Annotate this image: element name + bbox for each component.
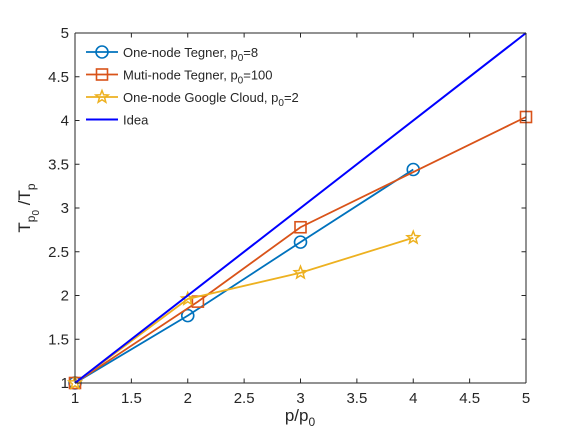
legend-item: One-node Tegner, p0=8 (86, 45, 258, 64)
data-point (294, 220, 307, 234)
legend-label-text: One-node Google Cloud, p (123, 90, 278, 105)
x-tick-label: 2.5 (234, 390, 255, 407)
data-point (405, 229, 422, 245)
y-tick-label: 4 (61, 113, 69, 130)
legend-label-sub: 0 (238, 76, 244, 87)
legend-box (79, 39, 286, 134)
x-tick-label: 5 (522, 390, 530, 407)
y-tick-label: 3.5 (48, 156, 69, 173)
x-tick-label: 4.5 (459, 390, 480, 407)
legend-item: Idea (86, 113, 149, 128)
legend-swatch-marker (93, 88, 111, 104)
data-point (179, 290, 196, 306)
y-tick-label: 5 (61, 25, 69, 42)
legend-label-text: Idea (123, 113, 149, 128)
series-line (74, 168, 414, 384)
x-tick-label: 2 (184, 390, 192, 407)
legend-label-sub: 0 (238, 53, 244, 64)
series-line (74, 236, 414, 384)
y-tick-label: 1 (61, 375, 69, 392)
legend-item: One-node Google Cloud, p0=2 (86, 88, 299, 109)
x-tick-label: 1 (71, 390, 79, 407)
data-point (180, 308, 195, 323)
legend-label-sub: 0 (278, 98, 284, 109)
y-tick-label: 4.5 (48, 69, 69, 86)
legend-label: One-node Tegner, p0=8 (123, 45, 258, 64)
y-axis-label-part: p (24, 215, 38, 222)
y-axis-label-part: /T (15, 190, 34, 210)
legend-label: Idea (123, 113, 149, 128)
x-axis-label-base: p/p (285, 406, 309, 425)
y-axis-label-part: 0 (31, 210, 42, 216)
legend-label-text: One-node Tegner, p (123, 45, 238, 60)
y-axis-label-part: T (15, 222, 34, 232)
data-point (66, 374, 84, 390)
legend-label-text: =8 (243, 45, 258, 60)
x-tick-label: 4 (409, 390, 417, 407)
series-line (74, 116, 527, 384)
data-point (292, 264, 309, 280)
legend-label-text: =2 (284, 90, 299, 105)
legend-label: Muti-node Tegner, p0=100 (123, 68, 273, 87)
axes-layer: 1 1.5 2 2.5 3 3.5 4 4.5 5 1 1.5 2 2.5 3 3.5 4 4.5 5 (48, 25, 530, 407)
y-axis-label: Tp0 /Tp (15, 183, 42, 232)
legend-label-text: Muti-node Tegner, p (123, 68, 238, 83)
legend-label-text: =100 (243, 68, 272, 83)
y-tick-label: 1.5 (48, 331, 69, 348)
y-axis-label-part: p (24, 183, 38, 190)
x-axis-label: p/p0 (285, 406, 316, 429)
data-point (293, 235, 308, 249)
y-tick-label: 2.5 (48, 244, 69, 261)
series-3 (74, 32, 527, 384)
legend-label: One-node Google Cloud, p0=2 (123, 90, 299, 109)
y-tick-label: 2 (61, 288, 69, 305)
x-axis-label-sub: 0 (308, 415, 315, 429)
y-tick-label: 3 (61, 200, 69, 217)
series-2 (66, 229, 422, 390)
legend-swatch-marker (95, 45, 109, 59)
legend-swatch-marker (95, 68, 109, 81)
legend-item: Muti-node Tegner, p0=100 (86, 68, 273, 87)
x-tick-label: 1.5 (121, 390, 142, 407)
series-line (74, 32, 527, 384)
x-tick-label: 3.5 (346, 390, 367, 407)
x-tick-label: 3 (296, 390, 304, 407)
